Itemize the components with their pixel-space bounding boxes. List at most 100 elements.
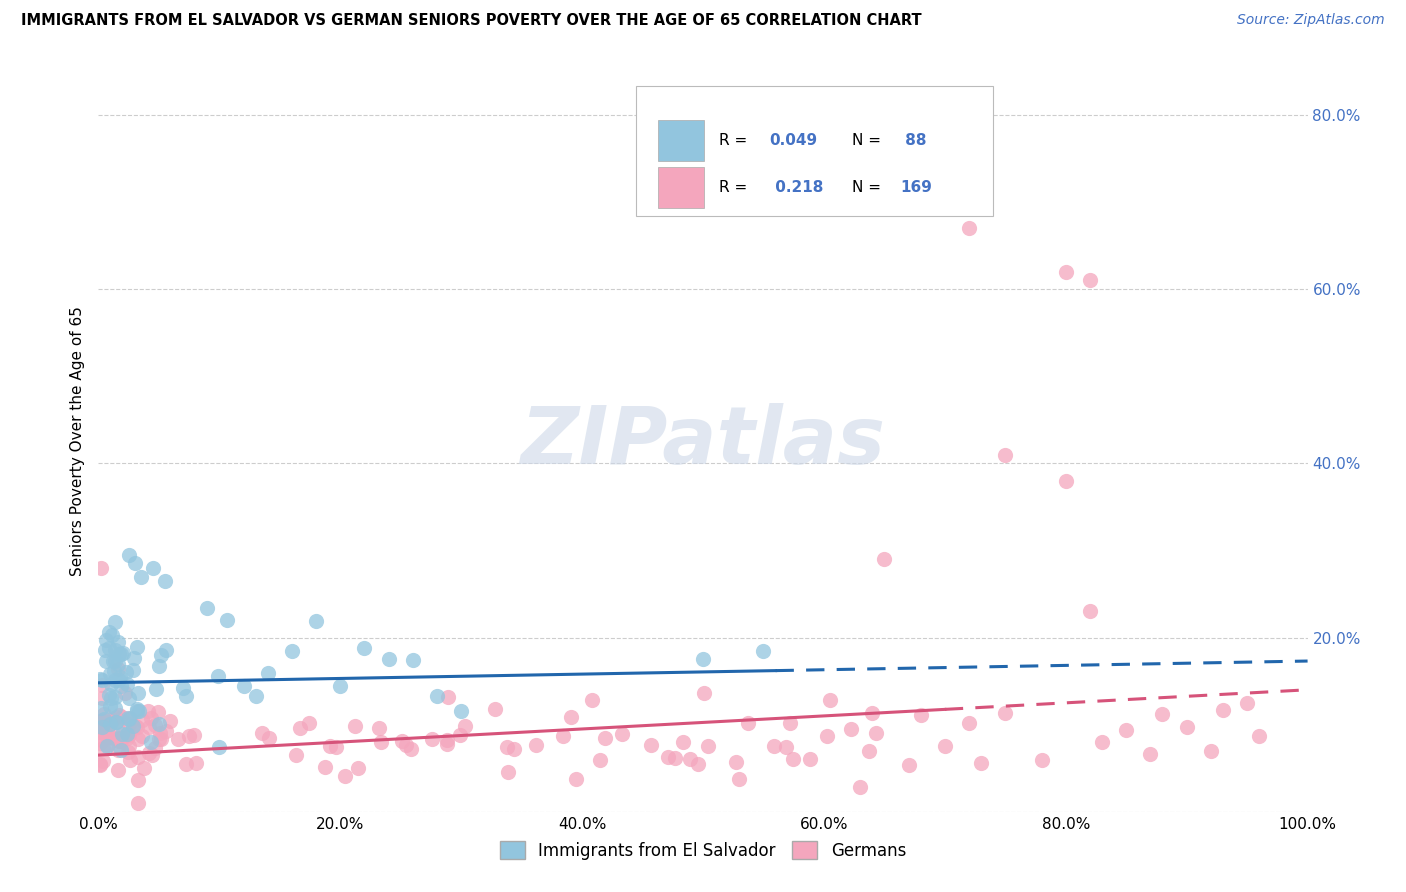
Point (94, 728, 117, 742)
Point (94, 725, 117, 739)
Point (737, 716, 759, 731)
Point (104, 714, 127, 729)
Point (897, 758, 920, 772)
Point (127, 704, 149, 718)
Point (420, 732, 443, 747)
Point (91, 722, 114, 736)
Legend: Immigrants from El Salvador, Germans: Immigrants from El Salvador, Germans (494, 835, 912, 866)
Point (208, 740, 231, 755)
Point (335, 769, 357, 783)
Point (815, 730, 838, 744)
Point (353, 641, 375, 656)
Point (105, 718, 128, 732)
Point (860, 706, 883, 720)
Point (657, 750, 679, 764)
Point (314, 760, 336, 774)
Point (177, 729, 200, 743)
Point (589, 753, 612, 767)
Point (131, 713, 153, 727)
Text: 0.218: 0.218 (769, 179, 823, 194)
Point (107, 763, 129, 777)
Point (865, 726, 887, 740)
Point (141, 747, 163, 762)
Point (288, 721, 311, 735)
Point (496, 740, 519, 755)
Point (799, 752, 821, 766)
Point (118, 548, 141, 562)
Point (150, 648, 173, 662)
Point (329, 679, 352, 693)
Point (148, 717, 170, 731)
Point (103, 731, 125, 745)
Point (117, 745, 139, 759)
Point (1054, 474, 1077, 488)
Point (775, 739, 797, 754)
Point (89, 758, 111, 772)
Point (128, 704, 150, 718)
Point (89, 757, 111, 772)
Point (134, 761, 156, 775)
Point (595, 731, 617, 746)
Point (693, 686, 716, 700)
Point (108, 673, 131, 688)
Point (994, 706, 1017, 720)
Point (1054, 265, 1077, 279)
Point (124, 651, 146, 665)
Point (129, 569, 152, 583)
Point (174, 689, 197, 703)
Point (104, 643, 127, 657)
Point (104, 715, 127, 730)
Point (103, 664, 125, 678)
Point (207, 669, 229, 683)
Point (108, 733, 131, 747)
Point (1031, 753, 1053, 767)
Point (127, 796, 149, 810)
Point (101, 714, 124, 728)
Point (118, 739, 141, 754)
Point (395, 739, 418, 753)
Point (391, 734, 413, 748)
Point (1199, 744, 1222, 758)
Point (104, 701, 127, 715)
Point (107, 635, 129, 649)
FancyBboxPatch shape (658, 120, 704, 161)
Point (934, 739, 956, 753)
Point (118, 690, 141, 705)
Point (347, 761, 370, 775)
Point (93, 643, 115, 657)
Point (98, 699, 121, 714)
Point (110, 734, 132, 748)
Point (839, 722, 862, 736)
Point (148, 658, 170, 673)
Point (141, 735, 163, 749)
Point (184, 756, 207, 771)
Point (98, 717, 121, 731)
Point (90, 720, 112, 734)
Point (90, 678, 112, 692)
Point (142, 561, 165, 575)
Text: N =: N = (852, 179, 886, 194)
Point (91, 733, 114, 747)
Point (145, 682, 167, 697)
Point (110, 679, 132, 693)
Point (436, 733, 458, 747)
Point (155, 723, 177, 738)
Point (957, 716, 980, 731)
Point (110, 743, 132, 757)
Point (110, 647, 132, 661)
Point (104, 654, 127, 668)
Point (90, 714, 112, 728)
Point (103, 654, 125, 668)
Point (873, 552, 896, 566)
Point (104, 615, 127, 629)
Point (127, 685, 149, 699)
Point (91, 720, 114, 734)
Point (957, 221, 980, 235)
Point (610, 727, 633, 741)
Point (450, 705, 472, 719)
Point (90, 561, 112, 575)
Point (118, 716, 141, 731)
Point (970, 756, 993, 770)
Point (148, 731, 170, 746)
Point (232, 679, 254, 693)
